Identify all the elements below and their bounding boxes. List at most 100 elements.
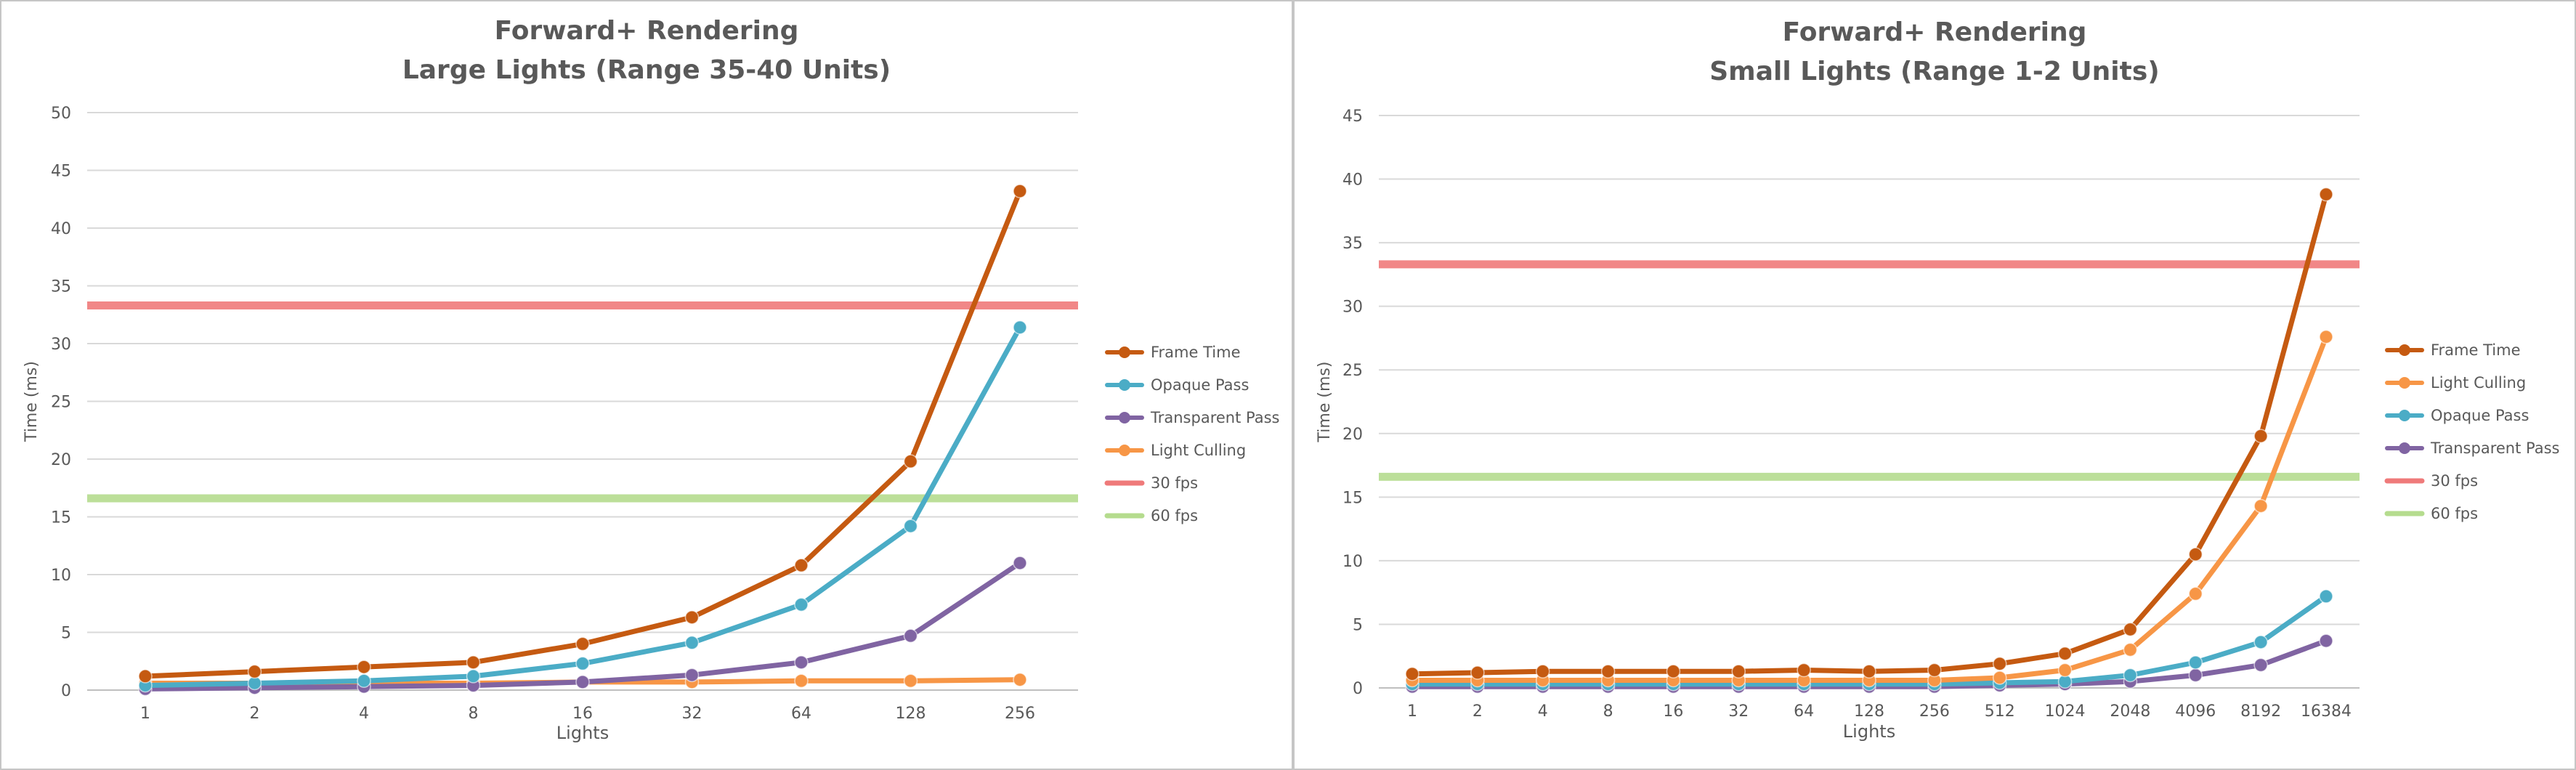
y-tick-label: 40 [51,220,71,238]
series-line [142,188,1023,679]
legend-item-transparent-pass: Transparent Pass [1105,409,1279,426]
data-point [684,636,700,650]
data-point [2123,668,2138,683]
legend-marker [1119,346,1130,358]
legend-label: 60 fps [2431,505,2478,522]
x-axis-title: Lights [556,723,609,743]
data-point [1600,664,1616,678]
x-tick-label: 2048 [2110,702,2150,721]
legend-item-30-fps: 30 fps [2384,472,2478,490]
chart-subtitle: Small Lights (Range 1-2 Units) [1709,57,2160,86]
y-tick-label: 15 [51,509,71,527]
chart-panel-small-lights: Forward+ Rendering Small Lights (Range 1… [1293,0,2576,770]
data-point [1731,664,1746,678]
data-point [1535,664,1550,678]
legend-label: Frame Time [2431,341,2521,359]
data-point [466,669,481,684]
x-tick-label: 8 [1603,702,1613,721]
legend-label: Frame Time [1151,344,1241,361]
y-axis-title: Time (ms) [23,361,41,442]
data-point [2253,429,2268,444]
data-point [2319,329,2333,344]
y-tick-label: 40 [1342,171,1363,190]
y-tick-label: 5 [1353,616,1363,634]
data-point [138,669,153,684]
data-point [357,673,371,689]
gridlines [87,112,1078,691]
y-tick-label: 0 [1353,680,1363,698]
data-point [2123,622,2138,637]
data-point [1013,320,1027,335]
chart-subtitle: Large Lights (Range 35-40 Units) [402,55,891,85]
y-tick-label: 25 [1342,362,1363,380]
chart-title: Forward+ Rendering Large Lights (Range 3… [1,12,1292,90]
reference-lines [87,301,1078,503]
data-point [2253,657,2268,673]
legend-item-light-culling: Light Culling [1105,442,1246,459]
x-tick-label: 128 [1854,702,1884,721]
data-point [794,597,809,612]
y-tick-label: 45 [51,163,71,181]
series-opaque-pass [138,320,1027,693]
legend-item-light-culling: Light Culling [2385,374,2526,392]
data-point [684,610,700,625]
line-chart-small-lights: 0 5 10 15 20 25 30 35 40 45 1 2 4 8 16 32 64 128 256 512 102… [1316,108,2559,742]
series-frame-time [1405,187,2333,681]
legend-item-transparent-pass: Transparent Pass [2385,439,2559,457]
data-point [1013,556,1027,570]
x-tick-label: 1024 [2045,702,2086,721]
x-tick-label: 4096 [2175,702,2216,721]
data-point [1405,666,1419,681]
data-point [2253,498,2268,514]
data-point [1862,664,1876,678]
series-transparent-pass [138,556,1027,697]
data-point [247,664,262,679]
data-point [2319,589,2333,604]
y-tick-label: 35 [51,278,71,296]
data-point [2188,547,2203,562]
x-tick-label: 2 [1473,702,1483,721]
data-point [2253,635,2268,649]
legend-label: 60 fps [1151,507,1198,524]
data-point [2188,586,2203,601]
y-tick-label: 20 [51,451,71,469]
data-point [575,636,590,652]
data-point [903,519,918,533]
y-axis-title: Time (ms) [1316,362,1334,443]
chart-title-line-1: Forward+ Rendering [494,16,799,46]
x-tick-label: 256 [1005,705,1035,723]
data-point [1797,662,1811,678]
x-tick-label: 8 [469,705,479,723]
legend-label: Transparent Pass [2430,439,2559,457]
y-axis-tick-labels: 0 5 10 15 20 25 30 35 40 45 [1342,108,1363,698]
legend-marker [1119,412,1130,423]
y-tick-label: 45 [1342,108,1363,126]
data-point [794,655,809,670]
x-tick-label: 16384 [2301,702,2352,721]
y-tick-label: 30 [51,336,71,354]
y-tick-label: 20 [1342,426,1363,444]
legend-item-60-fps: 60 fps [2384,505,2478,522]
legend-marker [2399,442,2410,454]
data-point [1013,184,1027,198]
legend: Frame Time Light Culling Opaque Pass Transp… [2384,341,2559,522]
y-tick-label: 5 [61,625,71,643]
chart-title: Forward+ Rendering Small Lights (Range 1… [1295,13,2575,92]
data-point [466,655,481,670]
legend-marker [2399,410,2410,421]
line-chart-large-lights: 0 5 10 15 20 25 30 35 40 45 50 1 2 4 8 16 32 64 128 256 Ligh… [23,105,1279,743]
x-tick-label: 2 [250,705,260,723]
y-axis-tick-labels: 0 5 10 15 20 25 30 35 40 45 50 [51,105,71,700]
y-tick-label: 10 [51,567,71,585]
gridlines [1379,115,2360,689]
x-tick-label: 16 [572,705,593,723]
legend-marker [1119,445,1130,456]
data-point [575,675,590,689]
x-tick-label: 32 [1728,702,1749,721]
legend-item-60-fps: 60 fps [1104,507,1198,524]
data-point [1470,665,1485,680]
data-point [1992,656,2007,671]
y-tick-label: 25 [51,394,71,412]
data-point [2319,633,2333,648]
data-point [2123,642,2138,657]
